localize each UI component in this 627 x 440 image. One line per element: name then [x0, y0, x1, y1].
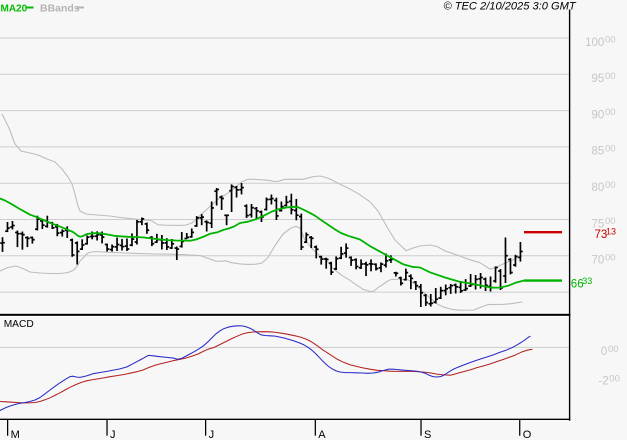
svg-text:80: 80 [592, 182, 605, 194]
svg-text:-2: -2 [598, 376, 608, 388]
svg-text:85: 85 [592, 146, 605, 158]
svg-text:M: M [11, 429, 20, 440]
svg-text:00: 00 [605, 71, 616, 82]
svg-text:00: 00 [605, 107, 616, 118]
svg-text:33: 33 [582, 276, 592, 286]
svg-text:J: J [110, 429, 116, 440]
svg-text:75: 75 [592, 218, 605, 230]
svg-text:66: 66 [571, 278, 584, 290]
svg-text:70: 70 [592, 255, 605, 267]
svg-text:MACD: MACD [4, 319, 34, 330]
svg-text:00: 00 [605, 216, 616, 227]
svg-text:00: 00 [605, 35, 616, 46]
svg-text:00: 00 [605, 144, 616, 155]
svg-text:0: 0 [601, 346, 607, 358]
svg-text:73: 73 [595, 229, 608, 241]
svg-text:00: 00 [605, 180, 616, 191]
svg-text:© TEC 2/10/2025 3:0 GMT: © TEC 2/10/2025 3:0 GMT [444, 1, 577, 13]
svg-text:95: 95 [592, 73, 605, 85]
svg-text:A: A [318, 429, 326, 440]
svg-text:J: J [209, 429, 215, 440]
svg-text:100: 100 [585, 37, 604, 49]
svg-text:S: S [424, 429, 431, 440]
svg-text:BBands: BBands [40, 3, 80, 15]
svg-text:90: 90 [592, 109, 605, 121]
svg-text:00: 00 [609, 373, 620, 384]
svg-text:O: O [523, 429, 532, 440]
svg-text:13: 13 [606, 227, 616, 237]
svg-text:00: 00 [605, 252, 616, 263]
svg-text:00: 00 [608, 344, 619, 355]
svg-text:MA20: MA20 [1, 4, 28, 15]
